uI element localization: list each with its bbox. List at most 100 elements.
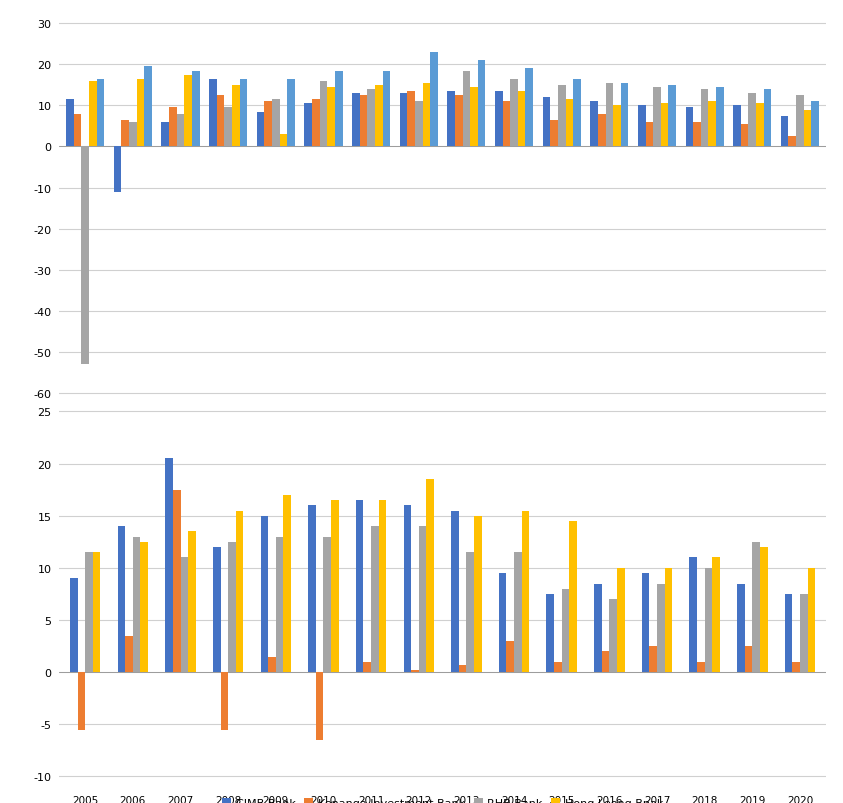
- Bar: [543, 98, 550, 147]
- Bar: [169, 108, 177, 147]
- Bar: [617, 569, 625, 672]
- Bar: [642, 573, 649, 672]
- Bar: [316, 672, 324, 740]
- Bar: [792, 662, 800, 672]
- Bar: [554, 662, 561, 672]
- Bar: [137, 79, 144, 147]
- Bar: [93, 552, 100, 672]
- Bar: [685, 108, 693, 147]
- Bar: [118, 527, 126, 672]
- Bar: [129, 123, 137, 147]
- Bar: [590, 102, 598, 147]
- Bar: [78, 672, 85, 730]
- Bar: [605, 84, 613, 147]
- Bar: [716, 88, 723, 147]
- Bar: [594, 584, 602, 672]
- Bar: [363, 662, 371, 672]
- Bar: [276, 537, 283, 672]
- Bar: [283, 495, 291, 672]
- Bar: [82, 147, 89, 365]
- Bar: [463, 71, 470, 147]
- Bar: [89, 82, 97, 147]
- Bar: [280, 135, 287, 147]
- Bar: [697, 662, 705, 672]
- Bar: [360, 96, 368, 147]
- Bar: [756, 104, 764, 147]
- Bar: [653, 88, 661, 147]
- Bar: [335, 71, 342, 147]
- Bar: [309, 506, 316, 672]
- Bar: [638, 106, 646, 147]
- Bar: [371, 527, 379, 672]
- Bar: [451, 511, 459, 672]
- Bar: [712, 558, 720, 672]
- Legend: Alliance Bank, Affin Bank, BIMB, Maybank, Public Bank: Alliance Bank, Affin Bank, BIMB, Maybank…: [249, 408, 636, 426]
- Bar: [419, 527, 427, 672]
- Bar: [287, 79, 295, 147]
- Bar: [312, 100, 319, 147]
- Bar: [304, 104, 312, 147]
- Bar: [232, 86, 239, 147]
- Bar: [811, 102, 819, 147]
- Bar: [327, 88, 335, 147]
- Bar: [455, 96, 463, 147]
- Bar: [470, 88, 478, 147]
- Bar: [764, 90, 771, 147]
- Legend: CIMB Bank, Kenanga Investment Bank, RHB Bank, Hong Leong Bnak: CIMB Bank, Kenanga Investment Bank, RHB …: [217, 793, 668, 803]
- Bar: [239, 79, 247, 147]
- Bar: [430, 53, 438, 147]
- Bar: [188, 532, 196, 672]
- Bar: [546, 594, 554, 672]
- Bar: [741, 124, 749, 147]
- Bar: [657, 584, 664, 672]
- Bar: [224, 108, 232, 147]
- Bar: [272, 100, 280, 147]
- Bar: [356, 500, 363, 672]
- Bar: [507, 641, 514, 672]
- Bar: [331, 500, 339, 672]
- Bar: [613, 106, 620, 147]
- Bar: [213, 548, 221, 672]
- Bar: [97, 79, 105, 147]
- Bar: [427, 479, 434, 672]
- Bar: [620, 84, 628, 147]
- Bar: [550, 120, 558, 147]
- Bar: [478, 61, 486, 147]
- Bar: [668, 86, 676, 147]
- Bar: [407, 92, 415, 147]
- Bar: [459, 665, 466, 672]
- Bar: [808, 569, 815, 672]
- Bar: [177, 115, 185, 147]
- Bar: [514, 552, 522, 672]
- Bar: [474, 516, 481, 672]
- Bar: [737, 584, 744, 672]
- Bar: [701, 90, 708, 147]
- Bar: [661, 104, 668, 147]
- Bar: [749, 94, 756, 147]
- Bar: [133, 537, 141, 672]
- Bar: [800, 594, 808, 672]
- Bar: [260, 516, 268, 672]
- Bar: [268, 657, 276, 672]
- Bar: [502, 102, 510, 147]
- Bar: [598, 115, 605, 147]
- Bar: [744, 646, 752, 672]
- Bar: [114, 147, 121, 193]
- Bar: [495, 92, 502, 147]
- Bar: [646, 123, 653, 147]
- Bar: [415, 102, 422, 147]
- Bar: [796, 96, 803, 147]
- Bar: [573, 79, 581, 147]
- Bar: [422, 84, 430, 147]
- Bar: [411, 671, 419, 672]
- Bar: [70, 579, 78, 672]
- Bar: [649, 646, 657, 672]
- Bar: [162, 123, 169, 147]
- Bar: [781, 116, 788, 147]
- Bar: [609, 599, 617, 672]
- Bar: [319, 82, 327, 147]
- Bar: [180, 558, 188, 672]
- Bar: [121, 120, 129, 147]
- Bar: [510, 79, 518, 147]
- Bar: [236, 511, 244, 672]
